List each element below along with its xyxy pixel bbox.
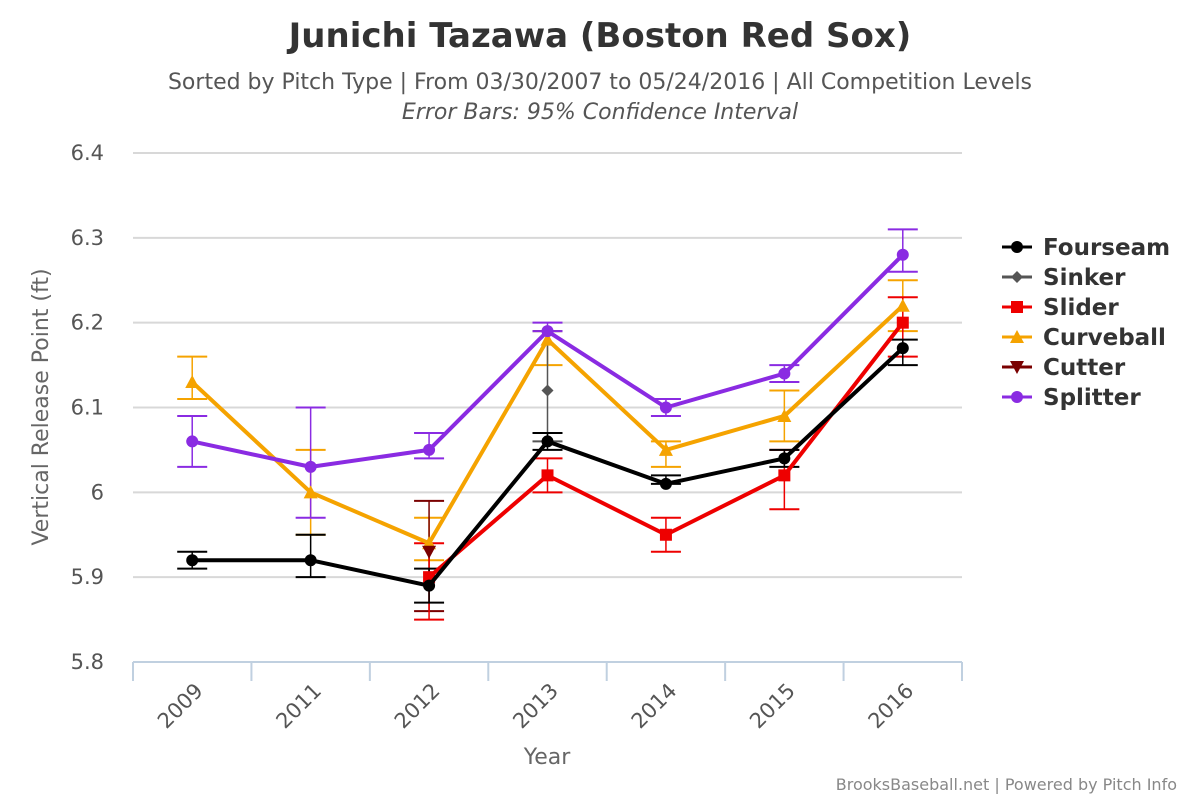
point-splitter-2015 bbox=[778, 367, 791, 380]
point-fourseam-2012 bbox=[423, 579, 436, 592]
point-slider-2015 bbox=[778, 469, 791, 482]
point-curveball-2013 bbox=[540, 332, 555, 346]
y-axis-label: Vertical Release Point (ft) bbox=[29, 268, 54, 545]
point-splitter-2011 bbox=[304, 460, 317, 473]
point-fourseam-2011 bbox=[304, 554, 317, 567]
x-tick-label-2009: 2009 bbox=[153, 679, 208, 734]
chart-subtitle: Sorted by Pitch Type | From 03/30/2007 t… bbox=[168, 70, 1032, 95]
y-tick-label-6-2: 6.2 bbox=[71, 311, 104, 335]
error-bars-slider bbox=[414, 296, 918, 621]
point-curveball-2016 bbox=[895, 298, 910, 312]
chart-subtitle-error-bars: Error Bars: 95% Confidence Interval bbox=[402, 100, 798, 125]
legend-label-cutter: Cutter bbox=[1043, 355, 1126, 381]
series-sinker bbox=[541, 384, 554, 397]
legend-label-curveball: Curveball bbox=[1043, 325, 1166, 351]
point-splitter-2009 bbox=[186, 435, 199, 448]
point-curveball-2009 bbox=[185, 375, 200, 389]
legend-marker-splitter bbox=[1011, 391, 1023, 403]
legend[interactable]: Fourseam Sinker Slider Curveball Cutter Split… bbox=[1002, 235, 1170, 411]
point-splitter-2016 bbox=[896, 248, 909, 261]
point-slider-2013 bbox=[541, 469, 554, 482]
y-tick-label-6-3: 6.3 bbox=[71, 226, 104, 250]
point-fourseam-2015 bbox=[778, 452, 791, 465]
y-tick-label-6-4: 6.4 bbox=[71, 141, 104, 165]
point-fourseam-2014 bbox=[659, 477, 672, 490]
legend-item-splitter[interactable]: Splitter bbox=[1002, 385, 1141, 411]
legend-marker-curveball bbox=[1010, 330, 1024, 343]
legend-item-slider[interactable]: Slider bbox=[1002, 295, 1119, 321]
x-tick-label-2011: 2011 bbox=[271, 679, 326, 734]
legend-label-splitter: Splitter bbox=[1043, 385, 1141, 411]
series-splitter bbox=[186, 248, 909, 473]
chart-title: Junichi Tazawa (Boston Red Sox) bbox=[287, 16, 912, 56]
axes: 5.8 5.9 6 6.1 6.2 6.3 6.4 2009 2011 2012 2013 2014 2… bbox=[71, 141, 963, 734]
point-splitter-2012 bbox=[423, 443, 436, 456]
point-fourseam-2013 bbox=[541, 435, 554, 448]
y-tick-label-5-8: 5.8 bbox=[71, 650, 104, 674]
legend-marker-fourseam bbox=[1011, 241, 1023, 253]
legend-item-sinker[interactable]: Sinker bbox=[1002, 265, 1126, 291]
point-splitter-2014 bbox=[659, 401, 672, 414]
x-tick-label-2013: 2013 bbox=[508, 679, 563, 734]
x-tick-label-2014: 2014 bbox=[627, 679, 682, 734]
legend-marker-slider bbox=[1011, 301, 1023, 313]
credit-text[interactable]: BrooksBaseball.net | Powered by Pitch In… bbox=[836, 775, 1177, 794]
legend-marker-sinker bbox=[1011, 271, 1023, 283]
legend-label-sinker: Sinker bbox=[1043, 265, 1126, 291]
point-splitter-2013 bbox=[541, 325, 554, 338]
point-curveball-2011 bbox=[303, 485, 318, 499]
legend-label-slider: Slider bbox=[1043, 295, 1119, 321]
point-curveball-2015 bbox=[777, 408, 792, 422]
x-tick-label-2015: 2015 bbox=[745, 679, 800, 734]
series-cutter bbox=[422, 545, 437, 559]
point-cutter-2012 bbox=[422, 545, 437, 559]
series-fourseam bbox=[186, 342, 909, 592]
y-tick-label-6-1: 6.1 bbox=[71, 396, 104, 420]
legend-item-fourseam[interactable]: Fourseam bbox=[1002, 235, 1170, 261]
point-fourseam-2009 bbox=[186, 554, 199, 567]
series-layer bbox=[177, 228, 918, 621]
x-tick-label-2012: 2012 bbox=[390, 679, 445, 734]
legend-item-cutter[interactable]: Cutter bbox=[1002, 355, 1126, 381]
point-curveball-2014 bbox=[658, 442, 673, 456]
legend-item-curveball[interactable]: Curveball bbox=[1002, 325, 1166, 351]
y-tick-label-6: 6 bbox=[91, 480, 104, 504]
legend-marker-cutter bbox=[1010, 361, 1024, 374]
x-axis-label: Year bbox=[523, 745, 572, 770]
point-sinker-2013 bbox=[541, 384, 554, 397]
x-tick-label-2016: 2016 bbox=[864, 679, 919, 734]
point-slider-2016 bbox=[896, 316, 909, 329]
point-slider-2014 bbox=[659, 528, 672, 541]
y-tick-label-5-9: 5.9 bbox=[71, 565, 104, 589]
legend-label-fourseam: Fourseam bbox=[1043, 235, 1170, 261]
point-fourseam-2016 bbox=[896, 342, 909, 355]
